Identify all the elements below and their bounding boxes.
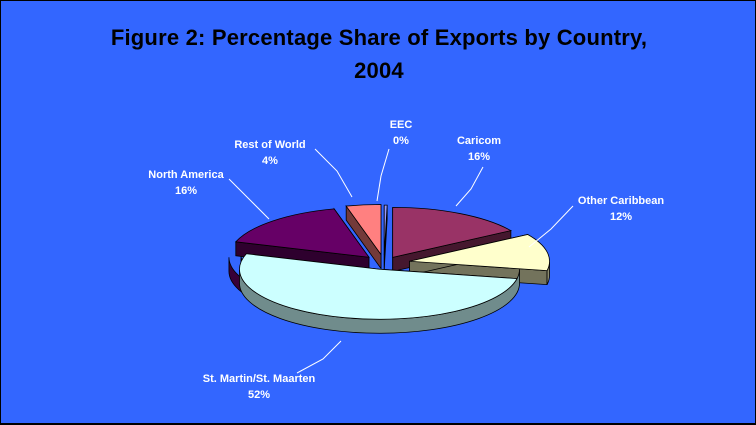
chart-title-line-2: 2004 (354, 58, 404, 83)
slice-value: 16% (467, 151, 491, 163)
slice-name: EEC (389, 119, 413, 131)
slice-value: 4% (262, 155, 278, 167)
slice-label-north-america: North America 16% (148, 167, 223, 199)
leader-caricom (455, 166, 484, 207)
slice-top (392, 206, 512, 258)
slice-value: 16% (174, 185, 198, 197)
slice-label-rest-of-world: Rest of World 4% (234, 137, 305, 169)
leader-eec (376, 148, 390, 202)
slice-label-caricom: Caricom 16% (457, 133, 501, 165)
leader-st-martin (296, 340, 342, 374)
slice-name: Other Caribbean (577, 195, 665, 207)
slice-label-eec: EEC 0% (390, 117, 413, 149)
chart-title-line-1: Figure 2: Percentage Share of Exports by… (110, 25, 648, 50)
slice-value: 0% (393, 135, 409, 147)
slice-name: Rest of World (234, 139, 306, 151)
leader-other-caribbean (528, 205, 574, 248)
slice-st-martin (239, 253, 520, 334)
slice-top (383, 204, 388, 256)
slice-value: 52% (247, 389, 271, 401)
slice-value: 12% (609, 211, 633, 223)
slice-top (239, 253, 518, 320)
slice-label-other-caribbean: Other Caribbean 12% (578, 193, 664, 225)
slice-label-st-martin: St. Martin/St. Maarten 52% (203, 371, 315, 403)
leader-north-america (228, 178, 270, 220)
slice-top (345, 204, 382, 256)
slice-name: North America (148, 169, 224, 181)
slice-top (409, 234, 550, 272)
slice-name: Caricom (456, 135, 502, 147)
slice-name: St. Martin/St. Maarten (202, 373, 316, 385)
leader-rest-of-world (314, 148, 353, 198)
slice-top (234, 208, 370, 258)
